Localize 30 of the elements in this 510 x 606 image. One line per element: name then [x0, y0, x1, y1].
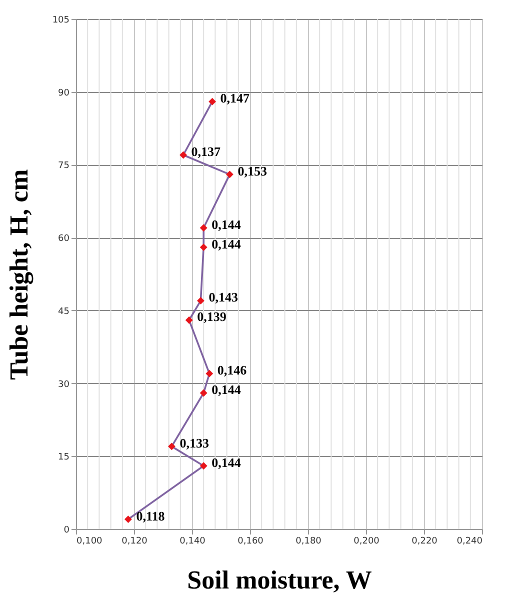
annotation: 0,144	[212, 236, 242, 252]
y-tick-label: 60	[58, 234, 70, 244]
annotation: 0,139	[197, 309, 227, 324]
y-tick-label: 15	[58, 452, 70, 463]
y-tick-label: 75	[58, 161, 70, 172]
x-tick-label: 0,180	[296, 536, 322, 546]
x-tick-label: 0,140	[180, 536, 206, 546]
annotation: 0,144	[212, 216, 242, 232]
y-tick-label: 105	[52, 16, 70, 26]
x-tick-label: 0,240	[456, 536, 483, 546]
annotation: 0,143	[208, 290, 238, 305]
x-tick-label: 0,200	[354, 536, 380, 546]
annotation: 0,144	[212, 454, 242, 470]
x-tick-label: 0,160	[238, 536, 264, 546]
annotation: 0,146	[217, 362, 248, 378]
x-tick-label: 0,100	[76, 536, 103, 546]
y-axis-title: Tube height, H, cm	[4, 168, 34, 380]
y-tick-label: 0	[64, 526, 70, 536]
annotation: 0,144	[212, 382, 242, 397]
annotation: 0,153	[238, 163, 268, 178]
x-tick-label: 0,220	[412, 536, 438, 546]
annotation: 0,118	[136, 508, 166, 524]
y-tick-label: 45	[58, 306, 70, 317]
x-tick-label: 0,120	[122, 536, 148, 546]
annotation: 0,147	[220, 90, 250, 106]
annotation: 0,137	[191, 144, 222, 159]
y-tick-label: 30	[58, 380, 70, 390]
annotation: 0,133	[180, 435, 210, 450]
x-axis-title: Soil moisture, W	[187, 566, 372, 594]
y-tick-label: 90	[58, 88, 70, 98]
